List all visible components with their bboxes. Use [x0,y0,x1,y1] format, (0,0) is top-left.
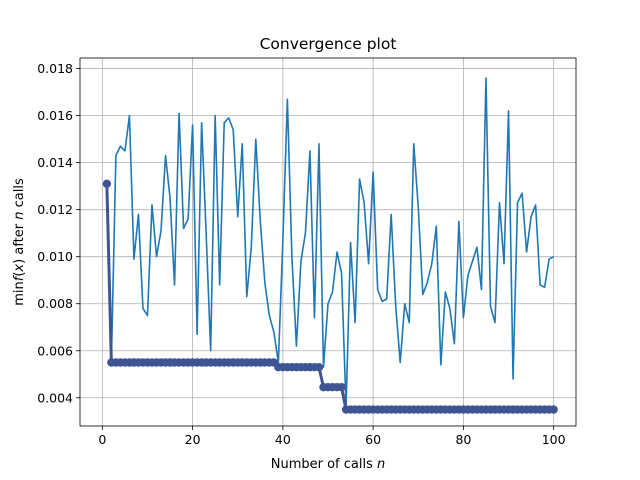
x-tick-label-2: 40 [275,432,291,447]
y-tick-label-0: 0.004 [37,390,73,405]
x-tick-label-3: 60 [365,432,381,447]
series-1-marker-99 [549,405,557,413]
x-tick-label-5: 100 [542,432,566,447]
y-tick-label-4: 0.012 [37,202,73,217]
y-axis-label-after: after [12,220,27,259]
x-tick-label-4: 80 [455,432,471,447]
y-tick-label-2: 0.008 [37,296,73,311]
series-1-marker-0 [103,180,111,188]
y-tick-label-5: 0.014 [37,155,73,170]
x-axis-label: Number of calls n [271,457,386,472]
y-tick-label-3: 0.010 [37,249,73,264]
series-1-marker-47 [315,363,323,371]
y-tick-label-6: 0.016 [37,108,73,123]
y-axis-label-calls: calls [12,178,27,211]
y-tick-label-1: 0.006 [37,343,73,358]
x-axis-label-n: n [377,457,385,472]
y-axis-label: minf(x) after n calls [12,178,27,306]
x-axis-label-text: Number of calls [271,457,377,472]
y-axis-label-min: min [12,281,27,306]
x-tick-label-1: 20 [185,432,201,447]
y-axis-label-n: n [12,212,27,220]
y-tick-label-7: 0.018 [37,61,73,76]
x-tick-label-0: 0 [98,432,106,447]
series-1-marker-52 [337,383,345,391]
chart-title: Convergence plot [260,35,397,53]
y-axis-label-x: x [12,264,27,273]
